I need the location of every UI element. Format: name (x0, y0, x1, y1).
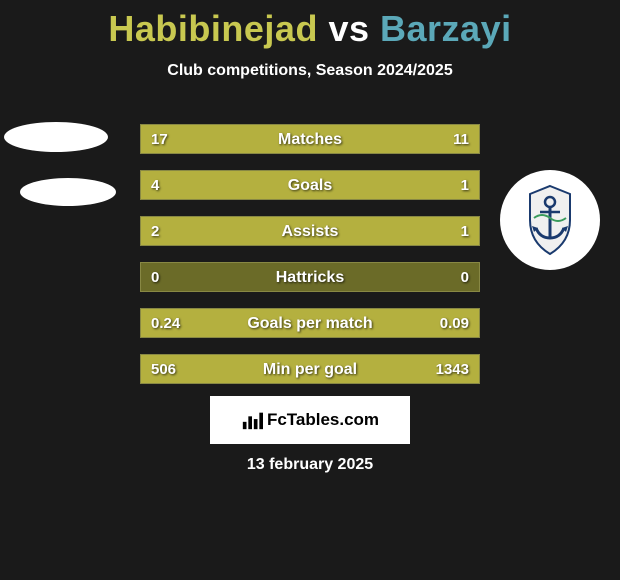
stats-bars: 1711Matches 41Goals 21Assists 00Hattricks 0.… (140, 124, 480, 400)
bars-icon (241, 409, 263, 431)
stat-label: Goals per match (141, 309, 479, 337)
comparison-title: Habibinejad vs Barzayi (0, 0, 620, 50)
stat-label: Min per goal (141, 355, 479, 383)
stat-row: 1711Matches (140, 124, 480, 154)
stat-label: Goals (141, 171, 479, 199)
brand-box[interactable]: FcTables.com (210, 396, 410, 444)
stat-row: 5061343Min per goal (140, 354, 480, 384)
player2-club-logo (500, 170, 610, 280)
date-text: 13 february 2025 (0, 456, 620, 474)
brand-label: FcTables.com (267, 410, 379, 430)
vs-text: vs (328, 8, 369, 49)
player1-club-logo (0, 100, 110, 210)
subtitle: Club competitions, Season 2024/2025 (0, 62, 620, 80)
stat-row: 41Goals (140, 170, 480, 200)
anchor-crest-icon (512, 182, 588, 258)
stat-row: 0.240.09Goals per match (140, 308, 480, 338)
stat-row: 00Hattricks (140, 262, 480, 292)
stat-label: Hattricks (141, 263, 479, 291)
stat-label: Matches (141, 125, 479, 153)
stat-label: Assists (141, 217, 479, 245)
player2-name: Barzayi (380, 8, 512, 49)
stat-row: 21Assists (140, 216, 480, 246)
player1-name: Habibinejad (108, 8, 318, 49)
